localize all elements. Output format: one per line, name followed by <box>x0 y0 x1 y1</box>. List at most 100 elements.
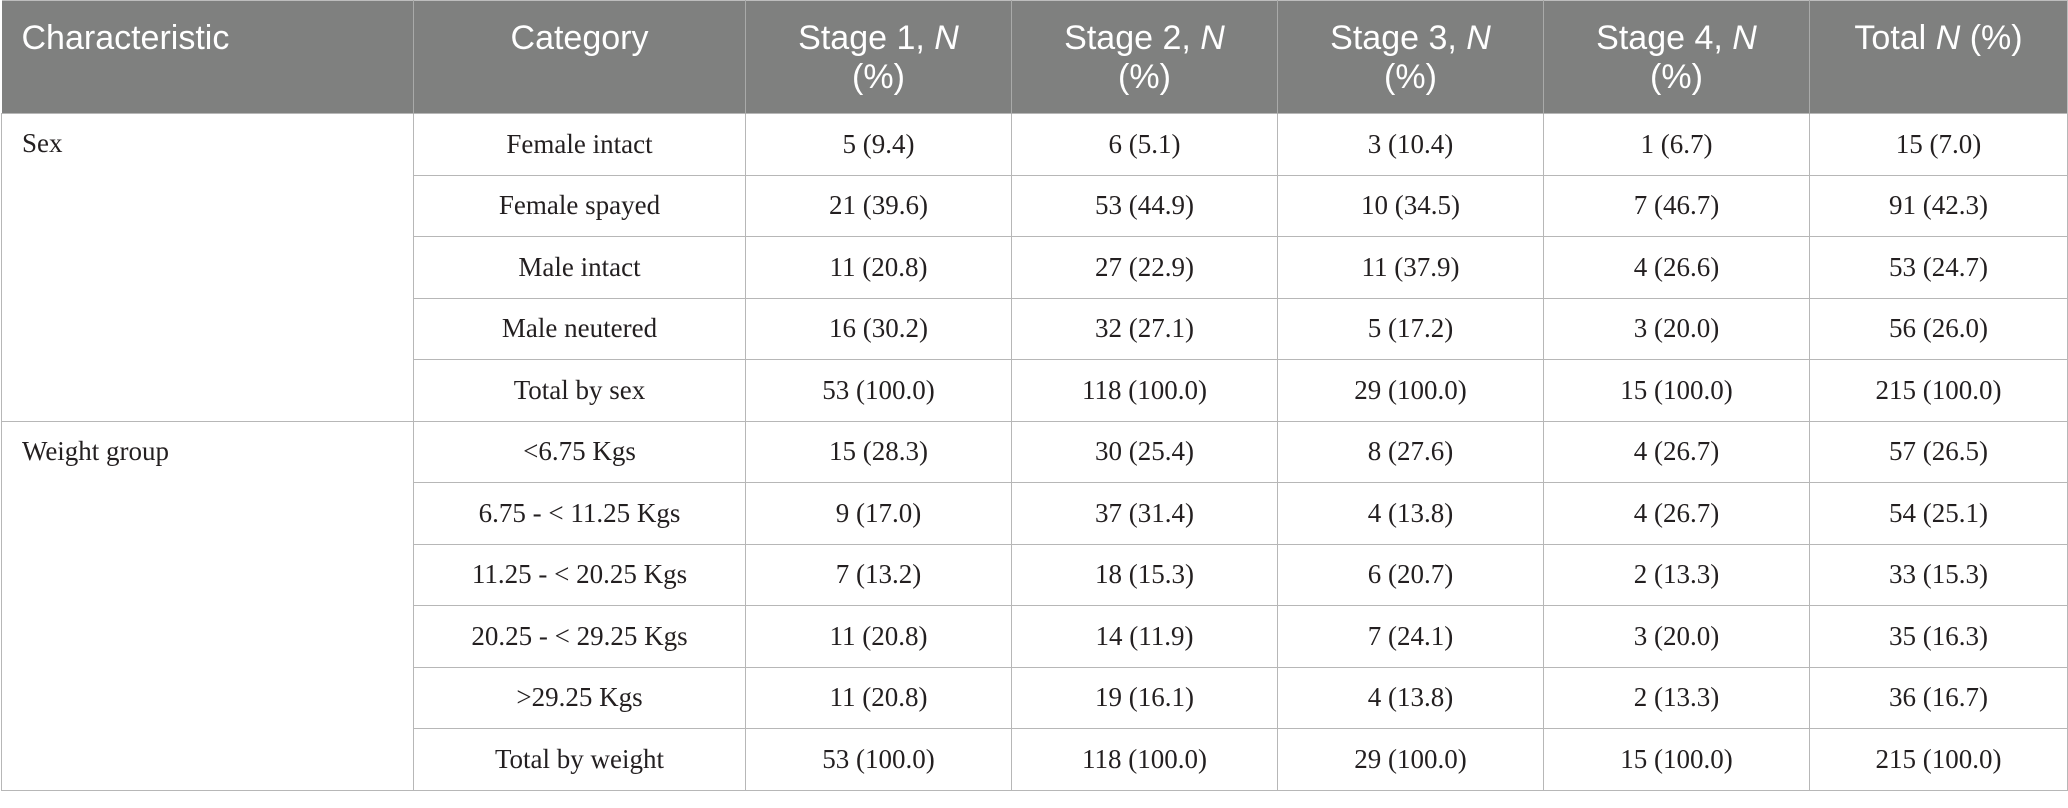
header-stage-3-n: N <box>1466 19 1491 57</box>
table-row: Total by weight 53 (100.0) 118 (100.0) 29 (… <box>2 728 2068 791</box>
header-total-label: Total <box>1854 19 1936 57</box>
header-stage-1-n: N <box>934 19 959 57</box>
stage-4-cell: 3 (20.0) <box>1543 297 1810 360</box>
table-row: Total by sex 53 (100.0) 118 (100.0) 29 (100… <box>2 359 2068 422</box>
characteristic-cell: Weight group <box>1 420 414 791</box>
table-row: 6.75 - < 11.25 Kgs 9 (17.0) 37 (31.4) 4 (13… <box>2 482 2068 545</box>
header-stage-2-pct: (%) <box>1118 58 1171 96</box>
header-category-label: Category <box>510 19 649 57</box>
header-total: Total N (%) <box>1809 0 2068 114</box>
category-cell: 6.75 - < 11.25 Kgs <box>413 482 746 545</box>
stage-3-cell: 11 (37.9) <box>1277 236 1544 299</box>
stage-2-cell: 27 (22.9) <box>1011 236 1278 299</box>
category-cell: Total by sex <box>413 359 746 422</box>
stage-2-cell: 30 (25.4) <box>1011 420 1278 483</box>
total-cell: 54 (25.1) <box>1809 482 2068 545</box>
stage-1-cell: 53 (100.0) <box>745 359 1012 422</box>
table-row: Male neutered 16 (30.2) 32 (27.1) 5 (17.2) 3… <box>2 297 2068 360</box>
stage-3-cell: 5 (17.2) <box>1277 297 1544 360</box>
stage-4-cell: 1 (6.7) <box>1543 113 1810 176</box>
total-cell: 215 (100.0) <box>1809 728 2068 791</box>
stage-1-cell: 11 (20.8) <box>745 666 1012 729</box>
stage-2-cell: 14 (11.9) <box>1011 605 1278 668</box>
stage-1-cell: 9 (17.0) <box>745 482 1012 545</box>
header-stage-1: Stage 1, N (%) <box>745 0 1012 114</box>
stage-1-cell: 15 (28.3) <box>745 420 1012 483</box>
stage-1-cell: 7 (13.2) <box>745 543 1012 606</box>
category-cell: 20.25 - < 29.25 Kgs <box>413 605 746 668</box>
category-cell: Female spayed <box>413 174 746 237</box>
stage-3-cell: 4 (13.8) <box>1277 482 1544 545</box>
stage-3-cell: 8 (27.6) <box>1277 420 1544 483</box>
header-row: Characteristic Category Stage 1, N (%) St… <box>1 0 2068 114</box>
stage-4-cell: 4 (26.7) <box>1543 482 1810 545</box>
stage-2-cell: 18 (15.3) <box>1011 543 1278 606</box>
header-stage-1-pct: (%) <box>852 58 905 96</box>
stage-2-cell: 19 (16.1) <box>1011 666 1278 729</box>
total-cell: 56 (26.0) <box>1809 297 2068 360</box>
stage-3-cell: 3 (10.4) <box>1277 113 1544 176</box>
category-cell: Total by weight <box>413 728 746 791</box>
stage-3-cell: 4 (13.8) <box>1277 666 1544 729</box>
stage-4-cell: 2 (13.3) <box>1543 543 1810 606</box>
header-stage-3-pct: (%) <box>1384 58 1437 96</box>
total-cell: 53 (24.7) <box>1809 236 2068 299</box>
table-row: 20.25 - < 29.25 Kgs 11 (20.8) 14 (11.9) 7 (… <box>2 605 2068 668</box>
total-cell: 36 (16.7) <box>1809 666 2068 729</box>
stage-2-cell: 118 (100.0) <box>1011 359 1278 422</box>
total-cell: 15 (7.0) <box>1809 113 2068 176</box>
data-table: Characteristic Category Stage 1, N (%) St… <box>1 0 2068 791</box>
stage-3-cell: 10 (34.5) <box>1277 174 1544 237</box>
header-stage-1-label: Stage 1, <box>798 19 935 57</box>
total-cell: 57 (26.5) <box>1809 420 2068 483</box>
stage-2-cell: 118 (100.0) <box>1011 728 1278 791</box>
header-stage-2-label: Stage 2, <box>1064 19 1201 57</box>
characteristic-cell: Sex <box>1 113 414 422</box>
stage-1-cell: 21 (39.6) <box>745 174 1012 237</box>
stage-4-cell: 7 (46.7) <box>1543 174 1810 237</box>
stage-4-cell: 4 (26.7) <box>1543 420 1810 483</box>
stage-3-cell: 7 (24.1) <box>1277 605 1544 668</box>
header-stage-4: Stage 4, N (%) <box>1543 0 1810 114</box>
header-characteristic: Characteristic <box>1 0 414 114</box>
stage-1-cell: 5 (9.4) <box>745 113 1012 176</box>
header-total-pct: (%) <box>1960 19 2023 57</box>
category-cell: Female intact <box>413 113 746 176</box>
header-stage-3-label: Stage 3, <box>1330 19 1467 57</box>
table-row: Male intact 11 (20.8) 27 (22.9) 11 (37.9) 4 … <box>2 236 2068 299</box>
table-row: >29.25 Kgs 11 (20.8) 19 (16.1) 4 (13.8) 2 (1… <box>2 666 2068 729</box>
stage-2-cell: 53 (44.9) <box>1011 174 1278 237</box>
stage-4-cell: 4 (26.6) <box>1543 236 1810 299</box>
header-total-n: N <box>1935 19 1961 57</box>
table-row: Weight group <6.75 Kgs 15 (28.3) 30 (25.4) 8… <box>1 420 2068 791</box>
stage-2-cell: 32 (27.1) <box>1011 297 1278 360</box>
header-category: Category <box>413 0 746 114</box>
category-cell: Male neutered <box>413 297 746 360</box>
table-header: Characteristic Category Stage 1, N (%) St… <box>1 0 2068 114</box>
stage-4-cell: 2 (13.3) <box>1543 666 1810 729</box>
category-cell: <6.75 Kgs <box>413 420 746 483</box>
table-body: Sex Female intact 5 (9.4) 6 (5.1) 3 (10.4) 1 … <box>1 113 2068 791</box>
stage-2-cell: 6 (5.1) <box>1011 113 1278 176</box>
header-stage-4-n: N <box>1732 19 1757 57</box>
header-characteristic-label: Characteristic <box>21 19 230 57</box>
header-stage-2-n: N <box>1200 19 1225 57</box>
stage-2-cell: 37 (31.4) <box>1011 482 1278 545</box>
stage-1-cell: 11 (20.8) <box>745 236 1012 299</box>
stage-3-cell: 29 (100.0) <box>1277 359 1544 422</box>
stage-1-cell: 53 (100.0) <box>745 728 1012 791</box>
total-cell: 33 (15.3) <box>1809 543 2068 606</box>
category-cell: >29.25 Kgs <box>413 666 746 729</box>
stage-4-cell: 3 (20.0) <box>1543 605 1810 668</box>
total-cell: 215 (100.0) <box>1809 359 2068 422</box>
header-stage-3: Stage 3, N (%) <box>1277 0 1544 114</box>
stage-3-cell: 29 (100.0) <box>1277 728 1544 791</box>
header-stage-4-pct: (%) <box>1650 58 1703 96</box>
stage-4-cell: 15 (100.0) <box>1543 359 1810 422</box>
stage-1-cell: 16 (30.2) <box>745 297 1012 360</box>
category-cell: 11.25 - < 20.25 Kgs <box>413 543 746 606</box>
total-cell: 91 (42.3) <box>1809 174 2068 237</box>
stage-4-cell: 15 (100.0) <box>1543 728 1810 791</box>
total-cell: 35 (16.3) <box>1809 605 2068 668</box>
category-cell: Male intact <box>413 236 746 299</box>
